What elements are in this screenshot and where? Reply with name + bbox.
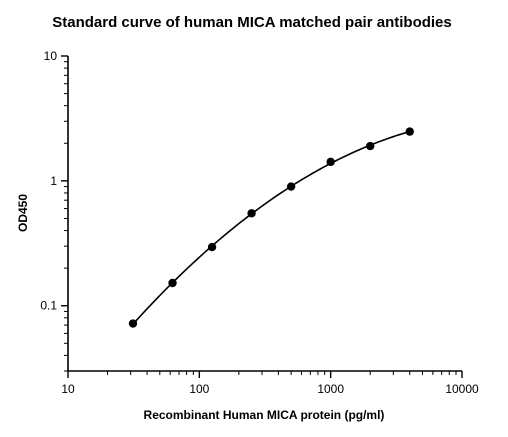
chart-title: Standard curve of human MICA matched pai…	[52, 14, 452, 31]
y-tick-label: 10	[44, 49, 58, 63]
x-tick-label: 1000	[317, 382, 344, 396]
data-point	[168, 278, 177, 288]
y-tick-label: 0.1	[40, 299, 57, 313]
data-point	[247, 209, 256, 218]
data-point	[326, 157, 335, 167]
plot-area: 10 100 1000 10000 0.1 1 10	[40, 49, 479, 396]
x-tick-label: 10000	[445, 382, 479, 396]
fit-curve-line	[132, 130, 410, 325]
data-point	[207, 242, 217, 252]
data-point	[286, 182, 296, 191]
data-point	[128, 319, 138, 328]
x-tick-label: 10	[61, 382, 75, 396]
y-tick-label: 1	[50, 174, 57, 188]
data-point	[405, 127, 414, 136]
x-axis-label: Recombinant Human MICA protein (pg/ml)	[144, 408, 385, 422]
data-point	[366, 141, 375, 151]
y-axis-label: OD450	[16, 194, 30, 232]
x-tick-label: 100	[189, 382, 209, 396]
